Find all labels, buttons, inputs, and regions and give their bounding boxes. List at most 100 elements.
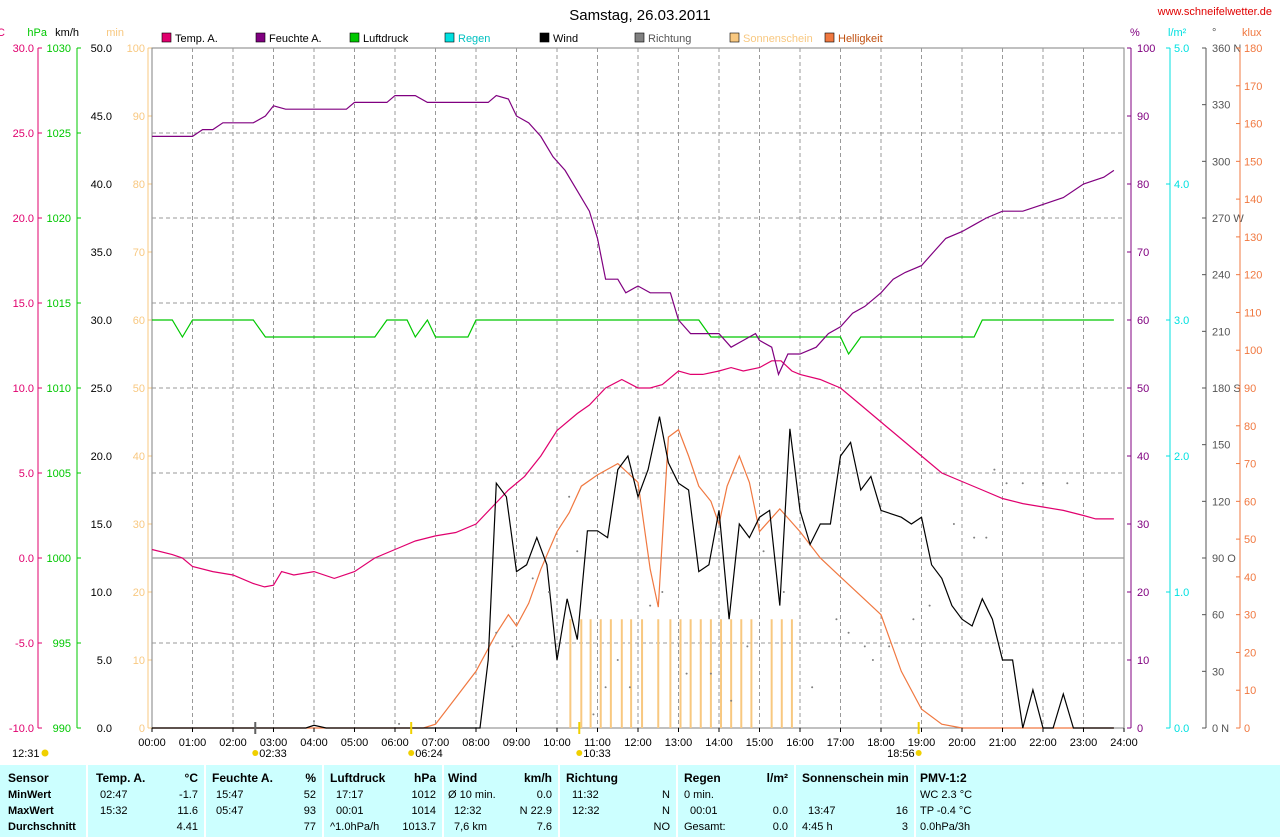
series-line-luftdruck (152, 318, 1114, 356)
axis-label-wind: 0.0 (97, 723, 112, 735)
wind-min-label: Ø 10 min. (448, 789, 496, 801)
rain-max-value: 0.0 (772, 805, 788, 817)
wind-header: Wind (448, 771, 478, 785)
axis-label-wind: 20.0 (91, 451, 112, 463)
pmv-pressure-trend: 0.0hPa/3h (920, 821, 971, 833)
axis-label-direction: 150 (1212, 440, 1230, 452)
x-tick-label: 20:00 (948, 737, 976, 749)
axis-label-brightness: 100 (1244, 345, 1262, 357)
legend-swatch-2 (349, 32, 360, 43)
axis-label-brightness: 80 (1244, 421, 1256, 433)
direction-point (811, 686, 814, 689)
x-tick-label: 24:00 (1110, 737, 1138, 749)
time-marker-label: 10:33 (583, 748, 611, 760)
series-line-temp-a (151, 360, 1114, 588)
x-tick-label: 11:00 (584, 737, 611, 749)
legend-label-6: Sonnenschein (743, 33, 813, 45)
legend-label-4: Wind (553, 33, 578, 45)
direction-point (835, 618, 838, 621)
sun-max-time: 13:47 (808, 805, 836, 817)
axis-label-direction: 360 N (1212, 43, 1241, 55)
axis-label-humidity: 20 (1137, 587, 1149, 599)
summary-col-wind: Wind km/h Ø 10 min. 0.0 12:32 N 22.9 7,6… (444, 765, 558, 837)
direction-point (1021, 482, 1024, 485)
axis-label-rain: 2.0 (1174, 451, 1189, 463)
axis-label-pressure: 1020 (47, 213, 71, 225)
x-tick-label: 08:00 (462, 737, 490, 749)
axis-label-wind: 15.0 (91, 519, 112, 531)
summary-col-temp: Temp. A. °C 02:47 -1.7 15:32 11.6 4.41 (88, 765, 204, 837)
axis-label-direction: 120 (1212, 496, 1230, 508)
dir-min-time: 11:32 (572, 789, 599, 801)
axis-label-sunshine: 90 (133, 111, 145, 123)
dir-max-time: 12:32 (572, 805, 600, 817)
legend-swatch-0 (161, 32, 172, 43)
direction-point (985, 536, 988, 539)
press-unit: hPa (413, 771, 436, 785)
legend: Temp. A. Feuchte A. Luftdruck Regen Wind Rich… (161, 32, 883, 45)
legend-swatch-3 (444, 32, 455, 43)
direction-point (592, 713, 595, 716)
axis-label-wind: 50.0 (91, 43, 112, 55)
hum-min-time: 15:47 (216, 789, 244, 801)
legend-swatch-5 (634, 32, 645, 43)
direction-point (616, 659, 619, 661)
sun-total: 4:45 h (802, 821, 833, 833)
sun-icon (408, 750, 415, 756)
legend-label-1: Feuchte A. (269, 33, 322, 45)
summary-table: Sensor MinWert MaxWert Durchschnitt Temp… (0, 765, 1280, 837)
axis-label-pressure: 1010 (47, 383, 71, 395)
rain-unit: l/m² (766, 771, 788, 785)
axis-label-wind: 30.0 (91, 315, 112, 327)
axis-label-sunshine: 30 (133, 519, 145, 531)
legend-swatch-4 (539, 32, 550, 43)
x-tick-label: 00:00 (138, 737, 166, 749)
axis-label-sunshine: 20 (133, 587, 145, 599)
x-tick-label: 05:00 (341, 737, 369, 749)
x-tick-label: 02:00 (219, 737, 247, 749)
axis-label-direction: 270 W (1212, 213, 1244, 225)
x-tick-label: 17:00 (827, 737, 855, 749)
x-tick-label: 03:00 (260, 737, 288, 749)
temp-min-time: 02:47 (100, 789, 128, 801)
series-line-wind (152, 416, 1114, 729)
axis-label-sunshine: 70 (133, 247, 145, 259)
direction-point (863, 645, 866, 648)
wind-distance: 7,6 km (454, 821, 488, 833)
series-line-feuchte-a (152, 94, 1115, 377)
axis-label-brightness: 170 (1244, 81, 1262, 93)
axis-label-humidity: 40 (1137, 451, 1149, 463)
summary-col-rain: Regen l/m² 0 min. 00:01 0.0 Gesamt: 0.0 (678, 765, 794, 837)
sensor-header: Sensor (8, 771, 49, 785)
press-max-time: 00:01 (336, 805, 364, 817)
axis-label-direction: 60 (1212, 610, 1224, 622)
direction-point (531, 577, 534, 580)
x-tick-label: 19:00 (908, 737, 936, 749)
axis-label-brightness: 180 (1244, 43, 1262, 55)
axis-label-sunshine: 80 (133, 179, 145, 191)
x-tick-label: 09:00 (503, 737, 531, 749)
direction-point (912, 618, 915, 621)
direction-point (746, 645, 749, 648)
axis-label-direction: 330 (1212, 100, 1230, 112)
axis-label-brightness: 0 (1244, 723, 1250, 735)
axis-label-rain: 4.0 (1174, 179, 1189, 191)
axis-label-humidity: 100 (1137, 43, 1155, 55)
hum-min-value: 52 (303, 789, 316, 801)
rain-header: Regen (684, 771, 721, 785)
x-tick-label: 12:00 (624, 737, 652, 749)
x-tick-label: 06:00 (381, 737, 409, 749)
temp-max-value: 11.6 (177, 805, 198, 817)
series (151, 94, 1115, 729)
pmv-header: PMV-1:2 (920, 771, 967, 785)
axis-label-brightness: 160 (1244, 119, 1262, 131)
axis-label-brightness: 140 (1244, 194, 1262, 206)
hum-header: Feuchte A. (212, 771, 273, 785)
axis-label-wind: 25.0 (91, 383, 112, 395)
summary-col-humidity: Feuchte A. % 15:47 52 05:47 93 77 (206, 765, 322, 837)
sun-avg-value: 3 (901, 821, 908, 833)
legend-swatch-6 (729, 32, 740, 43)
site-link[interactable]: www.schneifelwetter.de (1157, 6, 1272, 18)
time-marker-label: 02:33 (259, 748, 287, 760)
weather-chart: Samstag, 26.03.2011 www.schneifelwetter.… (0, 6, 1272, 760)
